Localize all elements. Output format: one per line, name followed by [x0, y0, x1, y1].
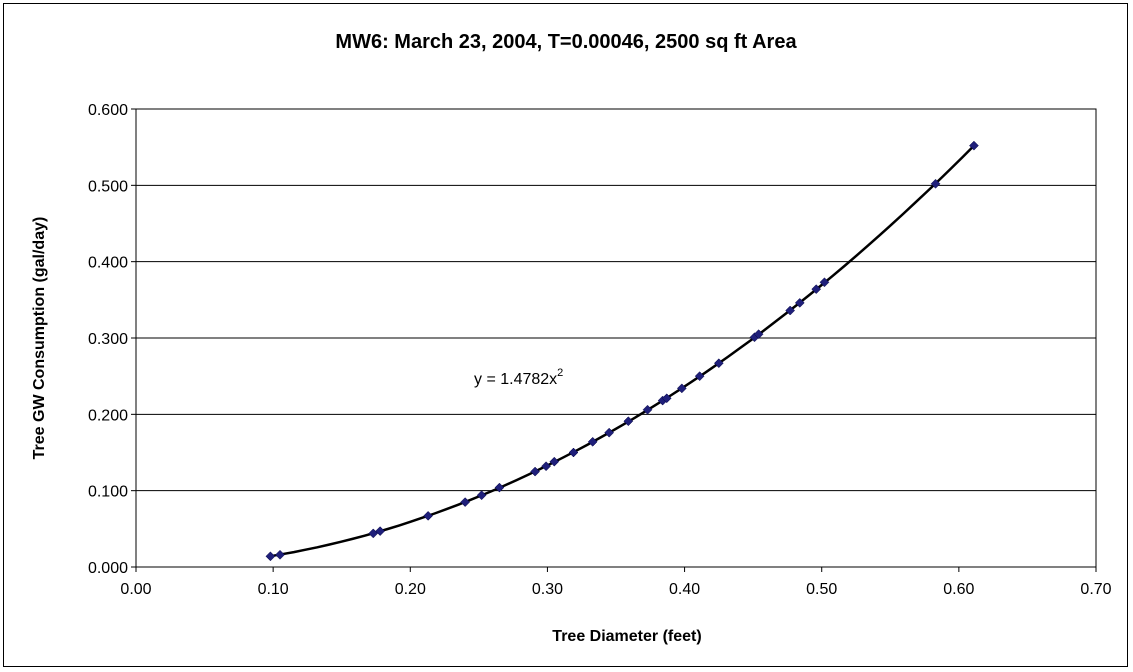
y-tick-label: 0.500	[88, 178, 128, 195]
x-tick-label: 0.30	[532, 581, 563, 598]
data-point	[568, 447, 579, 458]
chart-title: MW6: March 23, 2004, T=0.00046, 2500 sq …	[335, 31, 797, 53]
data-point	[819, 277, 830, 288]
data-point	[541, 461, 551, 472]
y-tick-label: 0.200	[88, 407, 128, 424]
data-point	[676, 383, 687, 394]
data-point	[930, 178, 941, 189]
x-tick-label: 0.20	[395, 581, 426, 598]
y-tick-label: 0.000	[88, 560, 128, 577]
chart-frame	[3, 3, 1128, 667]
x-tick-label: 0.70	[1080, 581, 1111, 598]
x-tick-label: 0.00	[120, 581, 151, 598]
y-tick-label: 0.400	[88, 255, 128, 272]
data-point	[375, 526, 385, 536]
y-tick-label: 0.600	[88, 102, 128, 119]
data-point	[549, 456, 560, 467]
data-points	[265, 140, 979, 562]
data-point	[423, 511, 433, 521]
trendline-equation: y = 1.4782x2	[474, 367, 563, 388]
data-point	[604, 427, 614, 438]
data-point	[785, 305, 796, 316]
data-point	[661, 393, 672, 404]
data-point	[642, 404, 653, 415]
y-axis-title: Tree GW Consumption (gal/day)	[31, 217, 48, 460]
data-point	[530, 466, 540, 477]
trendline-equation-base: y = 1.4782x	[474, 371, 557, 388]
data-point	[714, 358, 724, 369]
data-point	[476, 490, 487, 501]
x-tick-label: 0.10	[258, 581, 289, 598]
data-point	[811, 284, 822, 295]
y-axis-ticks: 0.000 0.100 0.200 0.300 0.400 0.500 0.600	[88, 102, 136, 577]
data-point	[753, 329, 764, 340]
x-axis-ticks: 0.00 0.10 0.20 0.30 0.40 0.50 0.60 0.70	[120, 567, 1112, 598]
data-point	[460, 497, 470, 507]
data-point	[265, 551, 276, 562]
x-tick-label: 0.50	[806, 581, 837, 598]
data-point	[694, 371, 705, 382]
data-point	[587, 436, 598, 447]
data-point	[969, 140, 979, 151]
y-tick-label: 0.300	[88, 331, 128, 348]
x-tick-label: 0.40	[669, 581, 700, 598]
trendline	[270, 144, 975, 558]
data-point	[623, 416, 634, 427]
data-point	[794, 298, 805, 308]
x-tick-label: 0.60	[943, 581, 974, 598]
data-point	[494, 482, 505, 493]
x-axis-title: Tree Diameter (feet)	[552, 628, 701, 645]
y-tick-label: 0.100	[88, 484, 128, 501]
gridlines	[136, 184, 1096, 492]
trendline-equation-exponent: 2	[557, 367, 563, 379]
data-point	[275, 549, 285, 560]
